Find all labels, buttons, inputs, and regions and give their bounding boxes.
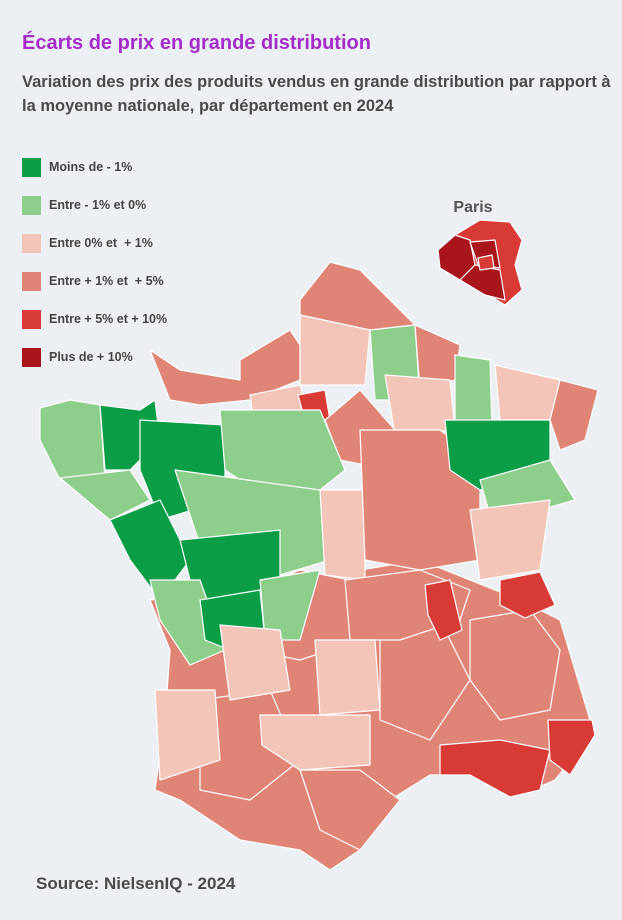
legend-item: Entre + 5% et + 10% bbox=[22, 300, 167, 338]
department bbox=[424, 579, 463, 641]
department bbox=[299, 314, 371, 386]
legend-item: Plus de + 10% bbox=[22, 338, 167, 376]
subtitle: Variation des prix des produits vendus e… bbox=[22, 73, 611, 115]
department bbox=[299, 769, 401, 851]
department bbox=[439, 739, 551, 798]
france-map bbox=[39, 261, 599, 871]
legend-item: Entre 0% et + 1% bbox=[22, 224, 167, 262]
legend: Moins de - 1% Entre - 1% et 0% Entre 0% et… bbox=[22, 148, 167, 376]
paris-label: Paris bbox=[453, 199, 492, 216]
source: Source: NielsenIQ - 2024 bbox=[36, 874, 236, 893]
legend-label: Plus de + 10% bbox=[49, 350, 133, 364]
legend-swatch bbox=[22, 309, 41, 329]
department bbox=[39, 399, 106, 481]
legend-swatch bbox=[22, 195, 41, 215]
department bbox=[259, 569, 321, 641]
department bbox=[384, 374, 456, 436]
department bbox=[319, 489, 366, 581]
department bbox=[59, 469, 151, 521]
department bbox=[154, 689, 221, 781]
legend-swatch bbox=[22, 271, 41, 291]
department bbox=[477, 254, 495, 271]
department bbox=[259, 714, 371, 771]
department bbox=[219, 624, 291, 701]
legend-label: Entre + 1% et + 5% bbox=[49, 274, 164, 288]
legend-swatch bbox=[22, 157, 41, 177]
department bbox=[494, 364, 561, 421]
legend-label: Entre + 5% et + 10% bbox=[49, 312, 168, 326]
legend-item: Moins de - 1% bbox=[22, 148, 167, 186]
title: Écarts de prix en grande distribution bbox=[22, 32, 371, 54]
department bbox=[459, 264, 506, 301]
paris-inset bbox=[437, 219, 523, 306]
department bbox=[454, 354, 493, 431]
department bbox=[469, 499, 551, 581]
department bbox=[499, 571, 556, 619]
legend-label: Entre - 1% et 0% bbox=[49, 198, 147, 212]
department bbox=[547, 719, 596, 776]
legend-swatch bbox=[22, 233, 41, 253]
legend-swatch bbox=[22, 347, 41, 367]
department bbox=[314, 639, 381, 716]
legend-item: Entre - 1% et 0% bbox=[22, 186, 167, 224]
department bbox=[549, 379, 599, 451]
legend-label: Moins de - 1% bbox=[49, 160, 133, 174]
legend-label: Entre 0% et + 1% bbox=[49, 236, 153, 250]
legend-item: Entre + 1% et + 5% bbox=[22, 262, 167, 300]
